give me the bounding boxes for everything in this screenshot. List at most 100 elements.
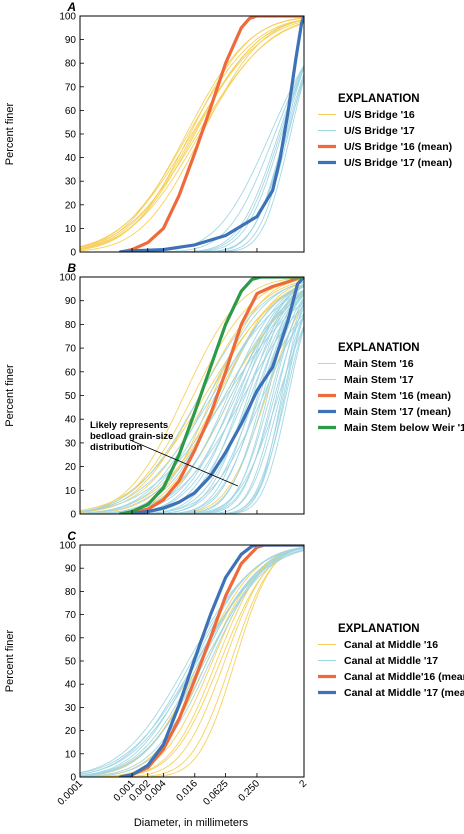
y-tick-label: 0 (70, 510, 76, 521)
individual-curve (80, 327, 304, 514)
y-tick-label: 70 (65, 82, 77, 93)
individual-curve (80, 315, 304, 514)
individual-curve (80, 550, 304, 774)
individual-curve (80, 285, 304, 514)
legend-entry: Main Stem '16 (344, 358, 414, 370)
y-tick-label: 90 (65, 296, 77, 307)
legend-entry: U/S Bridge '16 (344, 109, 415, 121)
individual-curve (80, 65, 304, 252)
individual-curve (80, 285, 304, 514)
y-tick-label: 0 (70, 773, 76, 784)
individual-curve (80, 289, 304, 512)
individual-curve (80, 547, 304, 777)
legend-entry: U/S Bridge '17 (mean) (344, 157, 452, 169)
y-tick-label: 100 (59, 12, 76, 23)
individual-curve (80, 303, 304, 514)
legend: EXPLANATION Main Stem '16 Main Stem '17 Mai… (318, 342, 464, 434)
y-tick-label: 90 (65, 35, 77, 46)
panel-label: B (67, 261, 76, 275)
y-tick-label: 90 (65, 564, 77, 575)
y-tick-label: 60 (65, 633, 77, 644)
individual-curve (80, 306, 304, 514)
y-tick-label: 30 (65, 177, 77, 188)
individual-curve (80, 67, 304, 252)
individual-curve (80, 17, 304, 251)
y-tick-label: 40 (65, 415, 77, 426)
individual-curve (80, 19, 304, 250)
y-axis-label: Percent finer (4, 102, 16, 165)
mean-curve (118, 545, 304, 777)
legend-entry: Main Stem below Weir '17 (344, 422, 464, 434)
individual-curve (80, 79, 304, 252)
legend-entry: Main Stem '17 (mean) (344, 406, 451, 418)
y-tick-label: 60 (65, 106, 77, 117)
mean-curve (118, 545, 304, 777)
legend-title: EXPLANATION (338, 342, 420, 354)
individual-curve (80, 547, 304, 777)
y-tick-label: 10 (65, 224, 77, 235)
y-tick-label: 80 (65, 59, 77, 70)
y-tick-label: 80 (65, 320, 77, 331)
y-tick-label: 20 (65, 726, 77, 737)
annotation-text: Likely represents bedload grain-size distr… (90, 420, 173, 453)
panel-b: B Likely represents bedload grain-size dist… (4, 261, 464, 521)
individual-curve (80, 294, 304, 514)
individual-curve (80, 313, 304, 514)
x-axis-label: Diameter, in millimeters (134, 817, 249, 829)
individual-curve (80, 546, 304, 777)
y-tick-label: 20 (65, 200, 77, 211)
legend-entry: Main Stem '17 (344, 374, 414, 386)
y-tick-label: 40 (65, 153, 77, 164)
individual-curve (80, 20, 304, 247)
individual-curve (80, 302, 304, 513)
legend-title: EXPLANATION (338, 623, 420, 635)
individual-curve (80, 22, 304, 248)
x-tick-label: 2 (297, 778, 309, 790)
panel-label: C (67, 529, 76, 543)
individual-curve (80, 547, 304, 775)
annotation-leader (129, 439, 239, 487)
individual-curve (80, 546, 304, 777)
individual-curve (80, 549, 304, 775)
legend-entry: Canal at Middle '17 (344, 655, 438, 667)
legend-entry: Main Stem '16 (mean) (344, 390, 451, 402)
individual-curve (80, 284, 304, 514)
y-tick-label: 50 (65, 130, 77, 141)
individual-curve (80, 19, 304, 252)
y-tick-label: 70 (65, 610, 77, 621)
y-tick-label: 80 (65, 587, 77, 598)
y-tick-label: 10 (65, 749, 77, 760)
mean-curve (118, 277, 304, 514)
y-tick-label: 20 (65, 462, 77, 473)
legend-title: EXPLANATION (338, 93, 420, 105)
individual-curve (80, 547, 304, 774)
legend-entry: Canal at Middle'16 (mean) (344, 671, 464, 683)
y-tick-label: 100 (59, 273, 76, 284)
y-tick-label: 100 (59, 541, 76, 552)
y-tick-label: 30 (65, 438, 77, 449)
y-tick-label: 10 (65, 486, 77, 497)
individual-curve (80, 326, 304, 514)
legend: EXPLANATION U/S Bridge '16 U/S Bridge '17 U… (318, 93, 452, 169)
individual-curve (80, 298, 304, 514)
plot-area (80, 277, 304, 514)
panel-c: C 0 10 20 30 40 50 60 70 80 90 100 Percent finer EXPL… (4, 529, 464, 784)
y-tick-label: 50 (65, 391, 77, 402)
mean-curve (118, 16, 304, 252)
individual-curve (80, 285, 304, 514)
individual-curve (80, 291, 304, 514)
y-tick-label: 30 (65, 703, 77, 714)
legend-entry: Canal at Middle '17 (mean) (344, 687, 464, 699)
individual-curve (80, 546, 304, 777)
y-tick-label: 60 (65, 367, 77, 378)
individual-curve (80, 546, 304, 777)
plot-area (80, 16, 304, 252)
individual-curve (80, 303, 304, 514)
y-tick-label: 40 (65, 680, 77, 691)
mean-curve (118, 277, 304, 514)
plot-area (80, 545, 304, 777)
individual-curve (80, 281, 304, 512)
legend-entry: U/S Bridge '16 (mean) (344, 141, 452, 153)
y-axis-label: Percent finer (4, 364, 16, 427)
